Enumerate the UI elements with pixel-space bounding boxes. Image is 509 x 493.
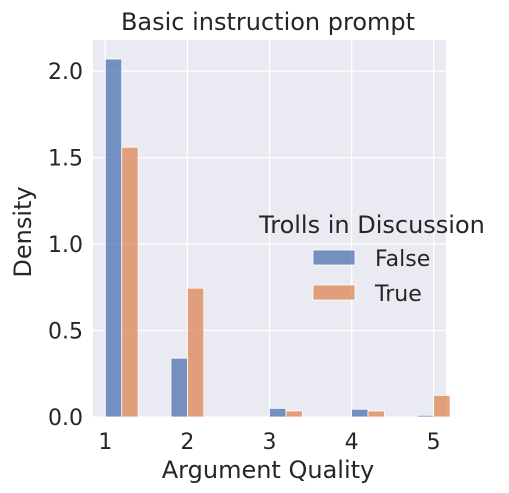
y-tick-label: 1.0 bbox=[48, 233, 83, 258]
y-tick-label: 2.0 bbox=[48, 60, 83, 85]
bar-false bbox=[351, 408, 369, 418]
chart-title: Basic instruction prompt bbox=[121, 8, 415, 36]
legend-title: Trolls in Discussion bbox=[258, 211, 485, 239]
x-tick-label: 2 bbox=[180, 430, 194, 455]
y-tick-label: 1.5 bbox=[48, 147, 83, 172]
legend-label-false: False bbox=[375, 247, 430, 272]
bar-true bbox=[121, 146, 139, 418]
y-axis-label: Density bbox=[9, 186, 37, 277]
x-tick-label: 5 bbox=[427, 430, 441, 455]
bar-false bbox=[170, 357, 188, 418]
x-axis-ticks: 1 2 3 4 5 bbox=[98, 430, 440, 455]
bar-true bbox=[367, 410, 385, 418]
bar-true bbox=[433, 394, 451, 418]
x-tick-label: 4 bbox=[345, 430, 359, 455]
legend-swatch-true bbox=[312, 284, 356, 301]
legend-swatch-false bbox=[312, 249, 356, 266]
x-tick-label: 3 bbox=[263, 430, 277, 455]
x-axis-label: Argument Quality bbox=[162, 456, 374, 484]
bar-false bbox=[416, 414, 435, 418]
bar-false bbox=[269, 407, 287, 418]
legend: Trolls in Discussion False True bbox=[258, 211, 485, 307]
bar-true bbox=[187, 287, 205, 418]
x-tick-label: 1 bbox=[98, 430, 112, 455]
y-tick-label: 0.0 bbox=[48, 406, 83, 431]
bars bbox=[104, 58, 451, 418]
bar-false bbox=[104, 58, 123, 418]
y-tick-label: 0.5 bbox=[48, 320, 83, 345]
bar-true bbox=[285, 410, 303, 418]
legend-label-true: True bbox=[374, 282, 422, 307]
y-axis-ticks: 0.0 0.5 1.0 1.5 2.0 bbox=[48, 60, 83, 431]
